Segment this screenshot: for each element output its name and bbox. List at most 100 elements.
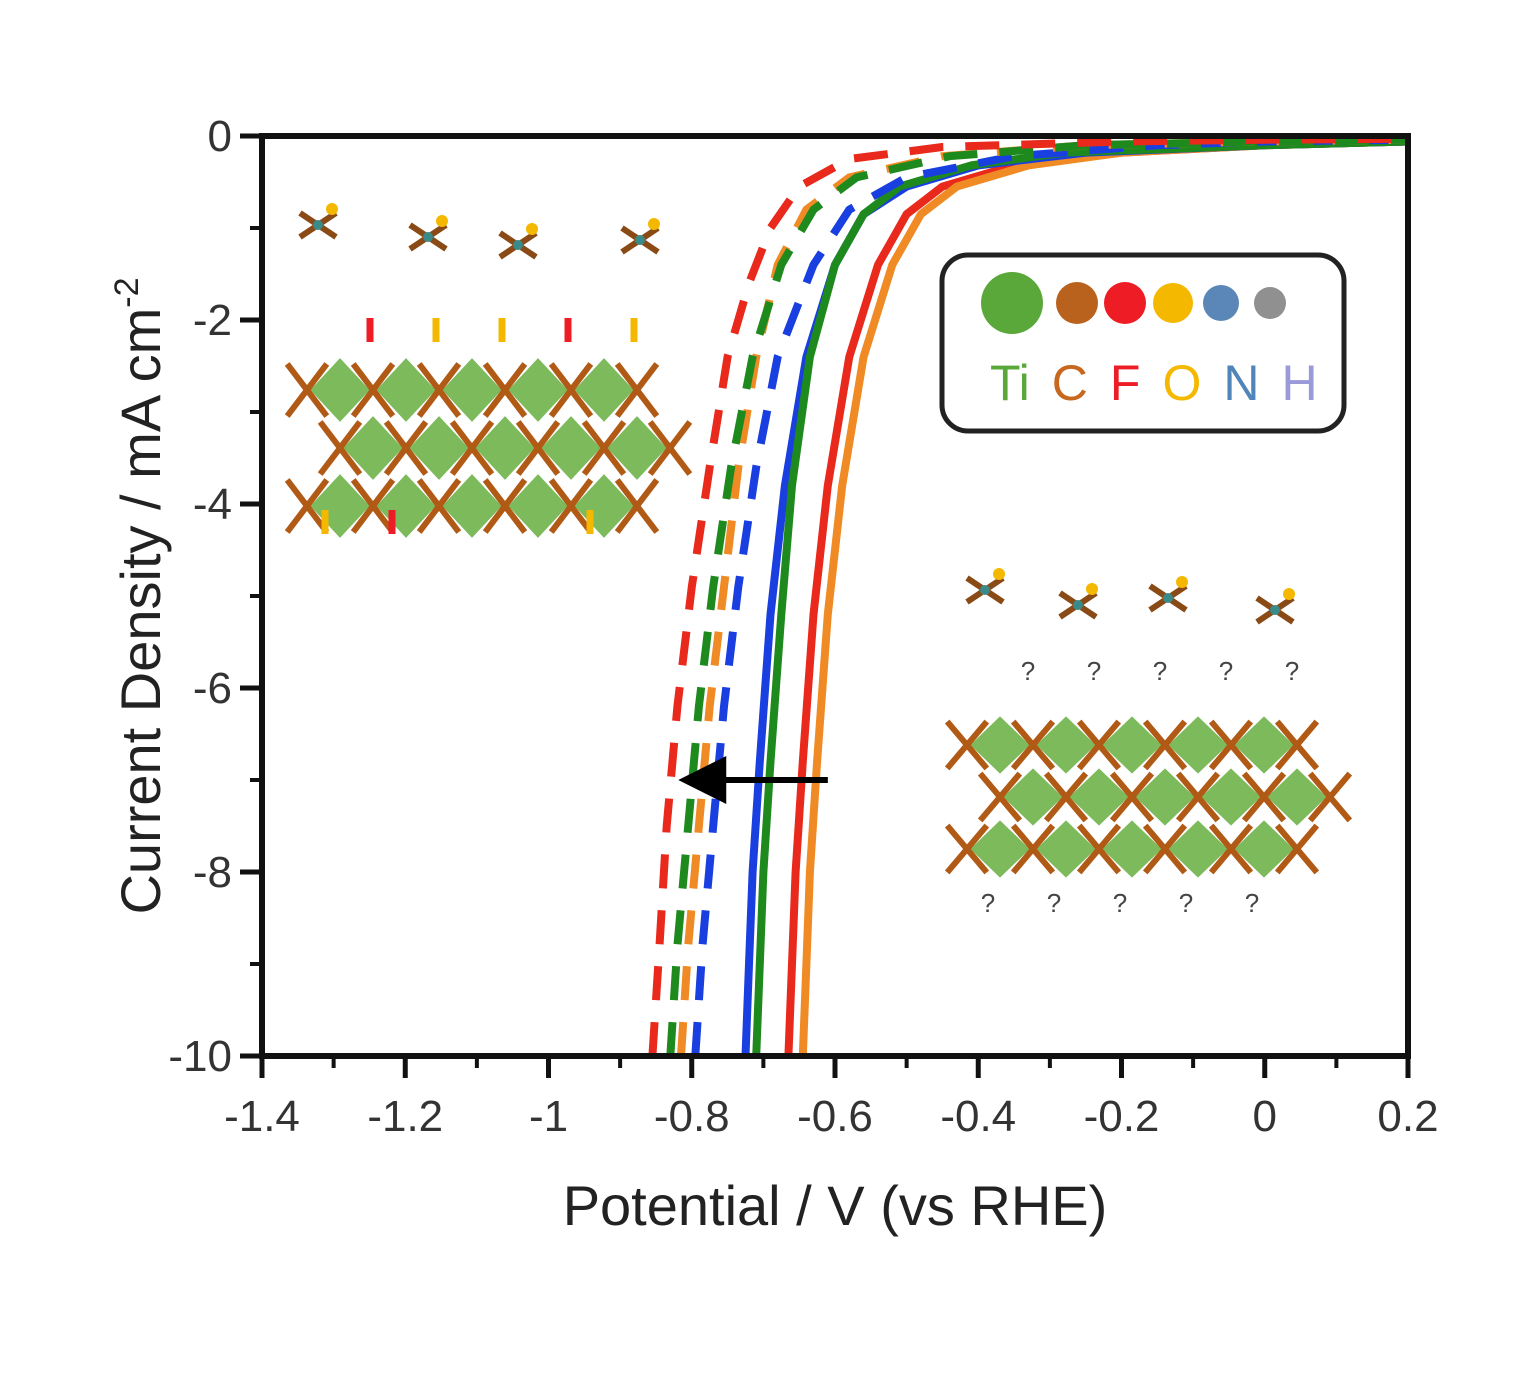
ti-octahedron [442, 474, 502, 538]
ti-octahedron [1168, 820, 1228, 878]
x-tick-label: 0 [1253, 1092, 1277, 1141]
c-bond [482, 478, 528, 534]
unknown-termination-mark: ? [1021, 656, 1035, 686]
n-atom [1270, 605, 1280, 615]
c-bond [614, 478, 660, 534]
legend-dots [981, 272, 1286, 334]
c-bond [350, 478, 396, 534]
unknown-termination-mark: ? [1285, 656, 1299, 686]
legend-atom-dot [1104, 282, 1146, 324]
x-axis: -1.4 -1.2 -1 -0.8 -0.6 -0.4 -0.2 0 0.2 [224, 1056, 1439, 1141]
o-atom [326, 203, 338, 215]
c-bond [1076, 823, 1122, 875]
ti-octahedron [1267, 768, 1327, 826]
c-bond [1142, 823, 1188, 875]
legend-atom-dot [1056, 282, 1098, 324]
y-tick-label: -4 [193, 480, 232, 529]
y-tick-label: -2 [193, 296, 232, 345]
c-bond [1175, 771, 1221, 823]
c-bond [284, 362, 330, 418]
x-tick-label: -0.8 [654, 1092, 730, 1141]
ti-octahedron [343, 416, 403, 480]
ti-octahedron [607, 416, 667, 480]
o-atom [526, 223, 538, 235]
n-atom [1163, 593, 1173, 603]
c-bond [1274, 823, 1320, 875]
ti-octahedron [1201, 768, 1261, 826]
ti-octahedron [1069, 768, 1129, 826]
c-bond [581, 420, 627, 476]
x-tick-label: 0.2 [1377, 1092, 1438, 1141]
n-atom [1073, 600, 1083, 610]
unknown-termination-mark: ? [1153, 656, 1167, 686]
c-bond [1241, 771, 1287, 823]
ti-octahedron [376, 358, 436, 422]
o-atom [648, 218, 660, 230]
legend-atom-dot [981, 272, 1043, 334]
unknown-termination-mark: ? [1087, 656, 1101, 686]
c-bond [1274, 719, 1320, 771]
c-bond [647, 420, 693, 476]
c-bond [1010, 719, 1056, 771]
y-axis-title-superscript: -2 [108, 277, 146, 307]
legend-atom-dot [1203, 285, 1239, 321]
ti-octahedron [508, 358, 568, 422]
mxene-structure-illustration-left [284, 203, 693, 538]
c-bond [383, 420, 429, 476]
c-bond [1208, 823, 1254, 875]
ti-octahedron [475, 416, 535, 480]
legend-atom-dot [1153, 283, 1193, 323]
c-bond [944, 823, 990, 875]
ti-octahedron [376, 474, 436, 538]
ti-octahedron [1102, 820, 1162, 878]
ti-octahedron [1168, 716, 1228, 774]
c-bond [449, 420, 495, 476]
c-bond [944, 719, 990, 771]
c-bond [416, 478, 462, 534]
legend-label-C: C [1052, 355, 1088, 411]
c-bond [1043, 771, 1089, 823]
ti-octahedron [541, 416, 601, 480]
c-bond [284, 478, 330, 534]
unknown-termination-mark: ? [1179, 888, 1193, 918]
o-atom [1283, 588, 1295, 600]
o-atom [1086, 583, 1098, 595]
ti-octahedron [1003, 768, 1063, 826]
y-axis-title-main: Current Density / mA cm [109, 308, 172, 915]
c-bond [482, 362, 528, 418]
y-tick-label: -6 [193, 664, 232, 713]
ti-octahedron [574, 474, 634, 538]
y-tick-label: -10 [168, 1032, 232, 1081]
x-tick-label: -0.4 [940, 1092, 1016, 1141]
ti-octahedron [1036, 716, 1096, 774]
ti-octahedron [409, 416, 469, 480]
ti-octahedron [970, 716, 1030, 774]
y-axis: 0 -2 -4 -6 -8 -10 [168, 112, 262, 1081]
legend-atom-dot [1254, 287, 1286, 319]
x-tick-label: -1.4 [224, 1092, 300, 1141]
series-line-6 [666, 136, 1408, 1056]
x-tick-label: -0.2 [1084, 1092, 1160, 1141]
c-bond [548, 478, 594, 534]
y-axis-title: Current Density / mA cm-2 [108, 277, 172, 914]
ti-octahedron [1036, 820, 1096, 878]
legend-label-N: N [1223, 355, 1259, 411]
ti-octahedron [1102, 716, 1162, 774]
series-line-4 [691, 136, 1408, 1056]
y-tick-label: 0 [208, 112, 232, 161]
ti-octahedron [1234, 716, 1294, 774]
mxene-structure-illustration-right: ?????????? [944, 568, 1353, 918]
legend-label-F: F [1110, 355, 1141, 411]
n-atom [635, 235, 645, 245]
c-bond [1109, 771, 1155, 823]
n-atom [980, 585, 990, 595]
x-tick-label: -0.6 [797, 1092, 873, 1141]
c-bond [977, 771, 1023, 823]
x-tick-label: -1 [529, 1092, 568, 1141]
ti-octahedron [970, 820, 1030, 878]
c-bond [350, 362, 396, 418]
legend-label-H: H [1281, 355, 1317, 411]
series-layer [648, 136, 1408, 1056]
unknown-termination-mark: ? [1047, 888, 1061, 918]
